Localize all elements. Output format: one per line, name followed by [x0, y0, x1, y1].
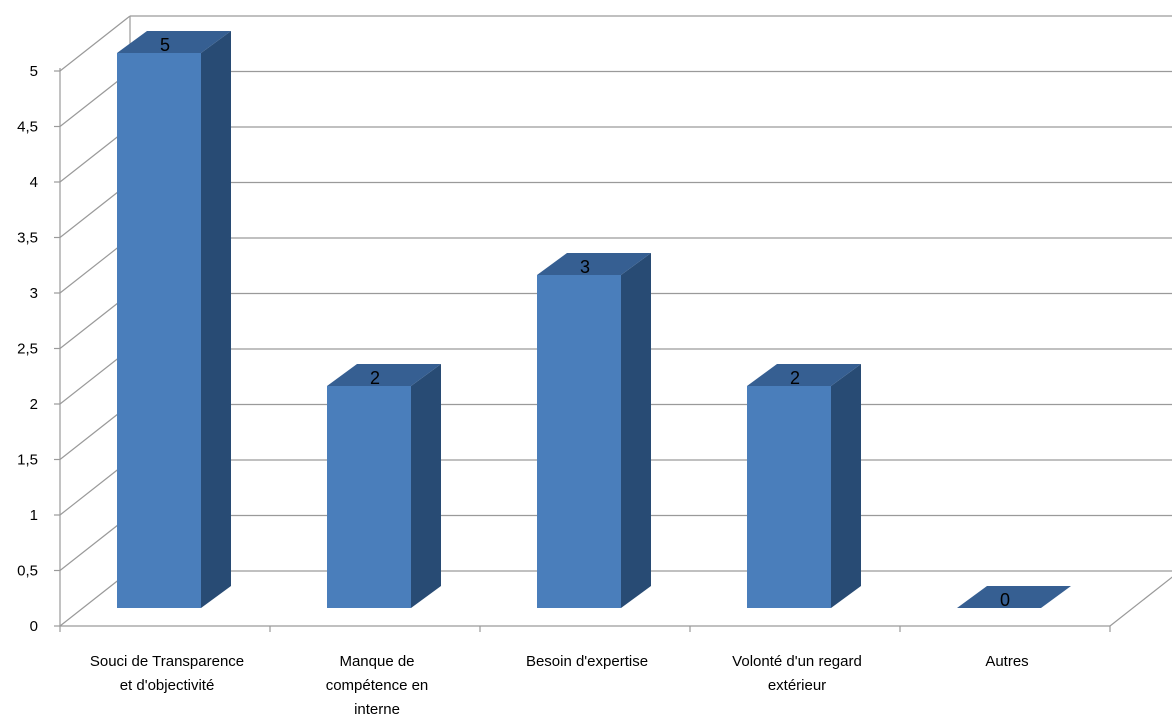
- y-tick-label: 0: [30, 618, 38, 635]
- bar: [957, 586, 1071, 608]
- y-tick-label: 1: [30, 507, 38, 524]
- bar-top: [537, 253, 651, 275]
- bar-top: [747, 364, 861, 386]
- bar-front: [327, 386, 411, 608]
- category-label: Souci de Transparence et d'objectivité: [90, 653, 244, 694]
- bar-side: [621, 253, 651, 608]
- y-tick-label: 1,5: [17, 452, 38, 469]
- bar: [537, 253, 651, 608]
- bars: [117, 31, 1071, 608]
- bar-side: [201, 31, 231, 608]
- category-label: Volonté d'un regard extérieur: [732, 653, 862, 694]
- category-label: Autres: [985, 653, 1028, 670]
- bar: [117, 31, 231, 608]
- bar: [747, 364, 861, 608]
- data-label: 2: [370, 368, 380, 388]
- bar-side: [831, 364, 861, 608]
- bar-front: [537, 275, 621, 608]
- data-label: 2: [790, 368, 800, 388]
- data-label: 5: [160, 35, 170, 55]
- y-tick-label: 3: [30, 285, 38, 302]
- y-tick-label: 2,5: [17, 341, 38, 358]
- bar-front: [117, 53, 201, 608]
- axes: 0 0,5 1 1,5 2 2,5 3 3,5 4 4,5 5 Souci de Transparen…: [17, 63, 1172, 717]
- bar-top: [117, 31, 231, 53]
- y-tick-label: 0,5: [17, 563, 38, 580]
- y-tick-label: 2: [30, 396, 38, 413]
- gridline-depth: [59, 15, 131, 72]
- data-label: 0: [1000, 590, 1010, 610]
- bar-top: [957, 586, 1071, 608]
- bar-front: [747, 386, 831, 608]
- y-tick-label: 4,5: [17, 119, 38, 136]
- category-label: Manque de compétence en interne: [326, 653, 429, 717]
- data-label: 3: [580, 257, 590, 277]
- y-tick-label: 5: [30, 63, 38, 80]
- bar-side: [411, 364, 441, 608]
- floor-edge: [1109, 576, 1172, 627]
- data-labels: 5 2 3 2 0: [160, 35, 1010, 610]
- category-label: Besoin d'expertise: [526, 653, 648, 670]
- y-tick-label: 3,5: [17, 230, 38, 247]
- y-tick-label: 4: [30, 174, 38, 191]
- bar-top: [327, 364, 441, 386]
- bar: [327, 364, 441, 608]
